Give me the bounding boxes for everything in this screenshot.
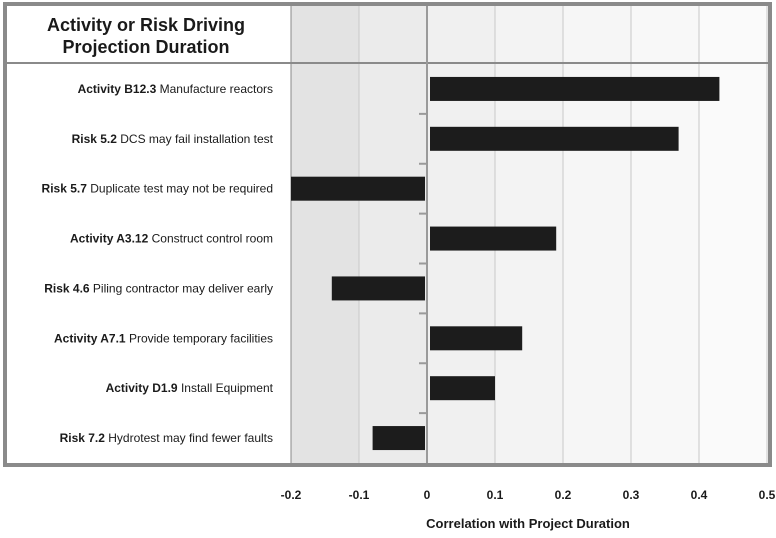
- x-tick-label: 0.4: [691, 488, 708, 502]
- category-id: Activity D1.9: [106, 381, 181, 395]
- category-label: Risk 5.7 Duplicate test may not be requi…: [42, 182, 273, 196]
- label-column-bg: [7, 64, 291, 463]
- bar: [430, 326, 523, 351]
- background-band: [631, 6, 699, 463]
- x-tick-label: 0.2: [555, 488, 572, 502]
- category-labels: Activity B12.3 Manufacture reactors Risk …: [42, 82, 274, 445]
- category-label: Activity A7.1 Provide temporary faciliti…: [54, 331, 273, 345]
- background-band: [359, 6, 427, 463]
- category-id: Risk 5.2: [72, 132, 121, 146]
- zero-axis: [419, 6, 428, 463]
- category-label: Risk 7.2 Hydrotest may find fewer faults: [60, 431, 273, 445]
- bar: [331, 276, 425, 301]
- x-tick-label: 0.1: [487, 488, 504, 502]
- category-label: Activity D1.9 Install Equipment: [106, 381, 274, 395]
- category-id: Risk 4.6: [44, 281, 93, 295]
- chart-title-line-1: Activity or Risk Driving: [47, 15, 245, 35]
- x-tick-label: 0: [424, 488, 431, 502]
- category-label: Activity A3.12 Construct control room: [70, 232, 273, 246]
- category-description: Duplicate test may not be required: [90, 182, 273, 196]
- category-description: Install Equipment: [181, 381, 274, 395]
- category-id: Activity A7.1: [54, 331, 129, 345]
- background-band: [699, 6, 767, 463]
- category-id: Risk 7.2: [60, 431, 109, 445]
- x-tick-label: -0.2: [281, 488, 302, 502]
- x-tick-label: 0.3: [623, 488, 640, 502]
- bar: [430, 226, 557, 251]
- category-description: DCS may fail installation test: [120, 132, 273, 146]
- category-description: Piling contractor may deliver early: [93, 281, 273, 295]
- x-tick-label: -0.1: [349, 488, 370, 502]
- background-band: [563, 6, 631, 463]
- category-description: Hydrotest may find fewer faults: [108, 431, 273, 445]
- chart-title-line-2: Projection Duration: [62, 37, 229, 57]
- x-axis-ticks: -0.2 -0.1 0 0.1 0.2 0.3 0.4 0.5: [281, 488, 776, 502]
- chart-frame: [3, 2, 772, 467]
- bar: [372, 426, 425, 451]
- x-axis-title: Correlation with Project Duration: [426, 516, 630, 531]
- bar: [430, 126, 679, 151]
- category-description: Manufacture reactors: [160, 82, 273, 96]
- title-box: [7, 6, 291, 63]
- category-description: Provide temporary facilities: [129, 331, 273, 345]
- bar: [430, 376, 495, 401]
- bar: [291, 176, 425, 201]
- category-id: Activity A3.12: [70, 232, 152, 246]
- category-id: Activity B12.3: [78, 82, 160, 96]
- category-id: Risk 5.7: [42, 182, 91, 196]
- bar: [430, 76, 720, 101]
- category-label: Risk 5.2 DCS may fail installation test: [72, 132, 274, 146]
- x-tick-label: 0.5: [759, 488, 776, 502]
- category-label: Activity B12.3 Manufacture reactors: [78, 82, 273, 96]
- category-description: Construct control room: [152, 232, 273, 246]
- category-label: Risk 4.6 Piling contractor may deliver e…: [44, 281, 273, 295]
- background-band: [291, 6, 359, 463]
- bars: [291, 76, 720, 451]
